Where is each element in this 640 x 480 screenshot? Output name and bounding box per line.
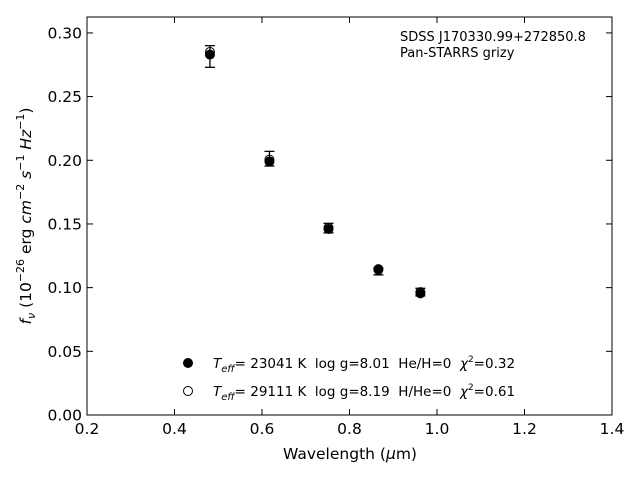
legend: Teff= 23041 K log g=8.01 He/H=0 χ2=0.32 … — [183, 355, 515, 403]
y-tick-label: 0.10 — [47, 279, 82, 297]
y-axis-label: fν (10−26 erg cm−2 s−1 Hz−1) — [14, 108, 38, 325]
annotation-survey: Pan-STARRS grizy — [400, 46, 515, 61]
x-tick-label: 0.4 — [162, 420, 187, 438]
x-tick-label: 1.2 — [512, 420, 537, 438]
x-tick-label: 1.4 — [600, 420, 625, 438]
error-bars — [204, 45, 426, 297]
y-tick-label: 0.00 — [47, 407, 82, 425]
x-axis-label: Wavelength (μm) — [283, 445, 417, 463]
x-axis-ticks: 0.2 0.4 0.6 0.8 1.0 1.2 1.4 — [75, 17, 625, 438]
y-tick-label: 0.05 — [47, 343, 82, 361]
annotation-object-name: SDSS J170330.99+272850.8 — [400, 30, 586, 45]
legend-label-open: Teff= 29111 K log g=8.19 H/He=0 χ2=0.61 — [213, 383, 515, 403]
y-tick-label: 0.20 — [47, 152, 82, 170]
y-axis-ticks: 0.00 0.05 0.10 0.15 0.20 0.25 0.30 — [47, 24, 612, 425]
x-tick-label: 0.8 — [337, 420, 362, 438]
y-tick-label: 0.15 — [47, 215, 82, 233]
x-tick-label: 1.0 — [425, 420, 450, 438]
legend-label-filled: Teff= 23041 K log g=8.01 He/H=0 χ2=0.32 — [213, 355, 515, 375]
legend-marker-filled — [183, 358, 193, 368]
y-tick-label: 0.25 — [47, 88, 82, 106]
legend-marker-open — [183, 386, 193, 396]
y-tick-label: 0.30 — [47, 24, 82, 42]
x-tick-label: 0.2 — [75, 420, 100, 438]
x-tick-label: 0.6 — [250, 420, 275, 438]
